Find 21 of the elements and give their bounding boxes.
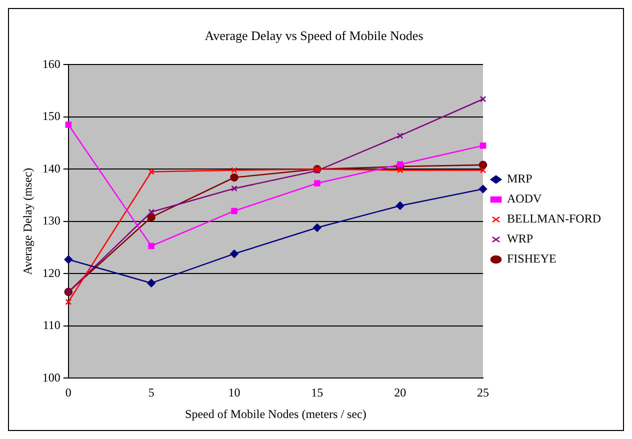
x-tick-label: 0 bbox=[65, 386, 72, 400]
x-tick-label: 10 bbox=[228, 386, 240, 400]
x-tick-label: 20 bbox=[394, 386, 406, 400]
y-tick-label: 160 bbox=[42, 56, 60, 71]
x-axis-title: Speed of Mobile Nodes (meters / sec) bbox=[185, 406, 366, 421]
legend-label: WRP bbox=[507, 232, 534, 246]
x-tick-label: 15 bbox=[311, 386, 324, 400]
legend-label: MRP bbox=[507, 172, 533, 186]
y-tick-label: 110 bbox=[42, 318, 60, 332]
legend-label: BELLMAN-FORD bbox=[507, 212, 602, 226]
y-tick-label: 150 bbox=[42, 109, 60, 124]
y-tick-label: 130 bbox=[42, 214, 60, 228]
legend-label: FISHEYE bbox=[507, 252, 556, 266]
x-tick-label: 5 bbox=[148, 386, 154, 400]
chart-title: Average Delay vs Speed of Mobile Nodes bbox=[204, 28, 424, 44]
y-tick-label: 100 bbox=[42, 370, 60, 384]
legend-label: AODV bbox=[507, 192, 542, 206]
y-axis-title: Average Delay (msec) bbox=[20, 168, 34, 275]
y-tick-label: 140 bbox=[42, 161, 60, 176]
y-tick-label: 120 bbox=[42, 266, 60, 280]
x-tick-label: 25 bbox=[477, 386, 489, 400]
